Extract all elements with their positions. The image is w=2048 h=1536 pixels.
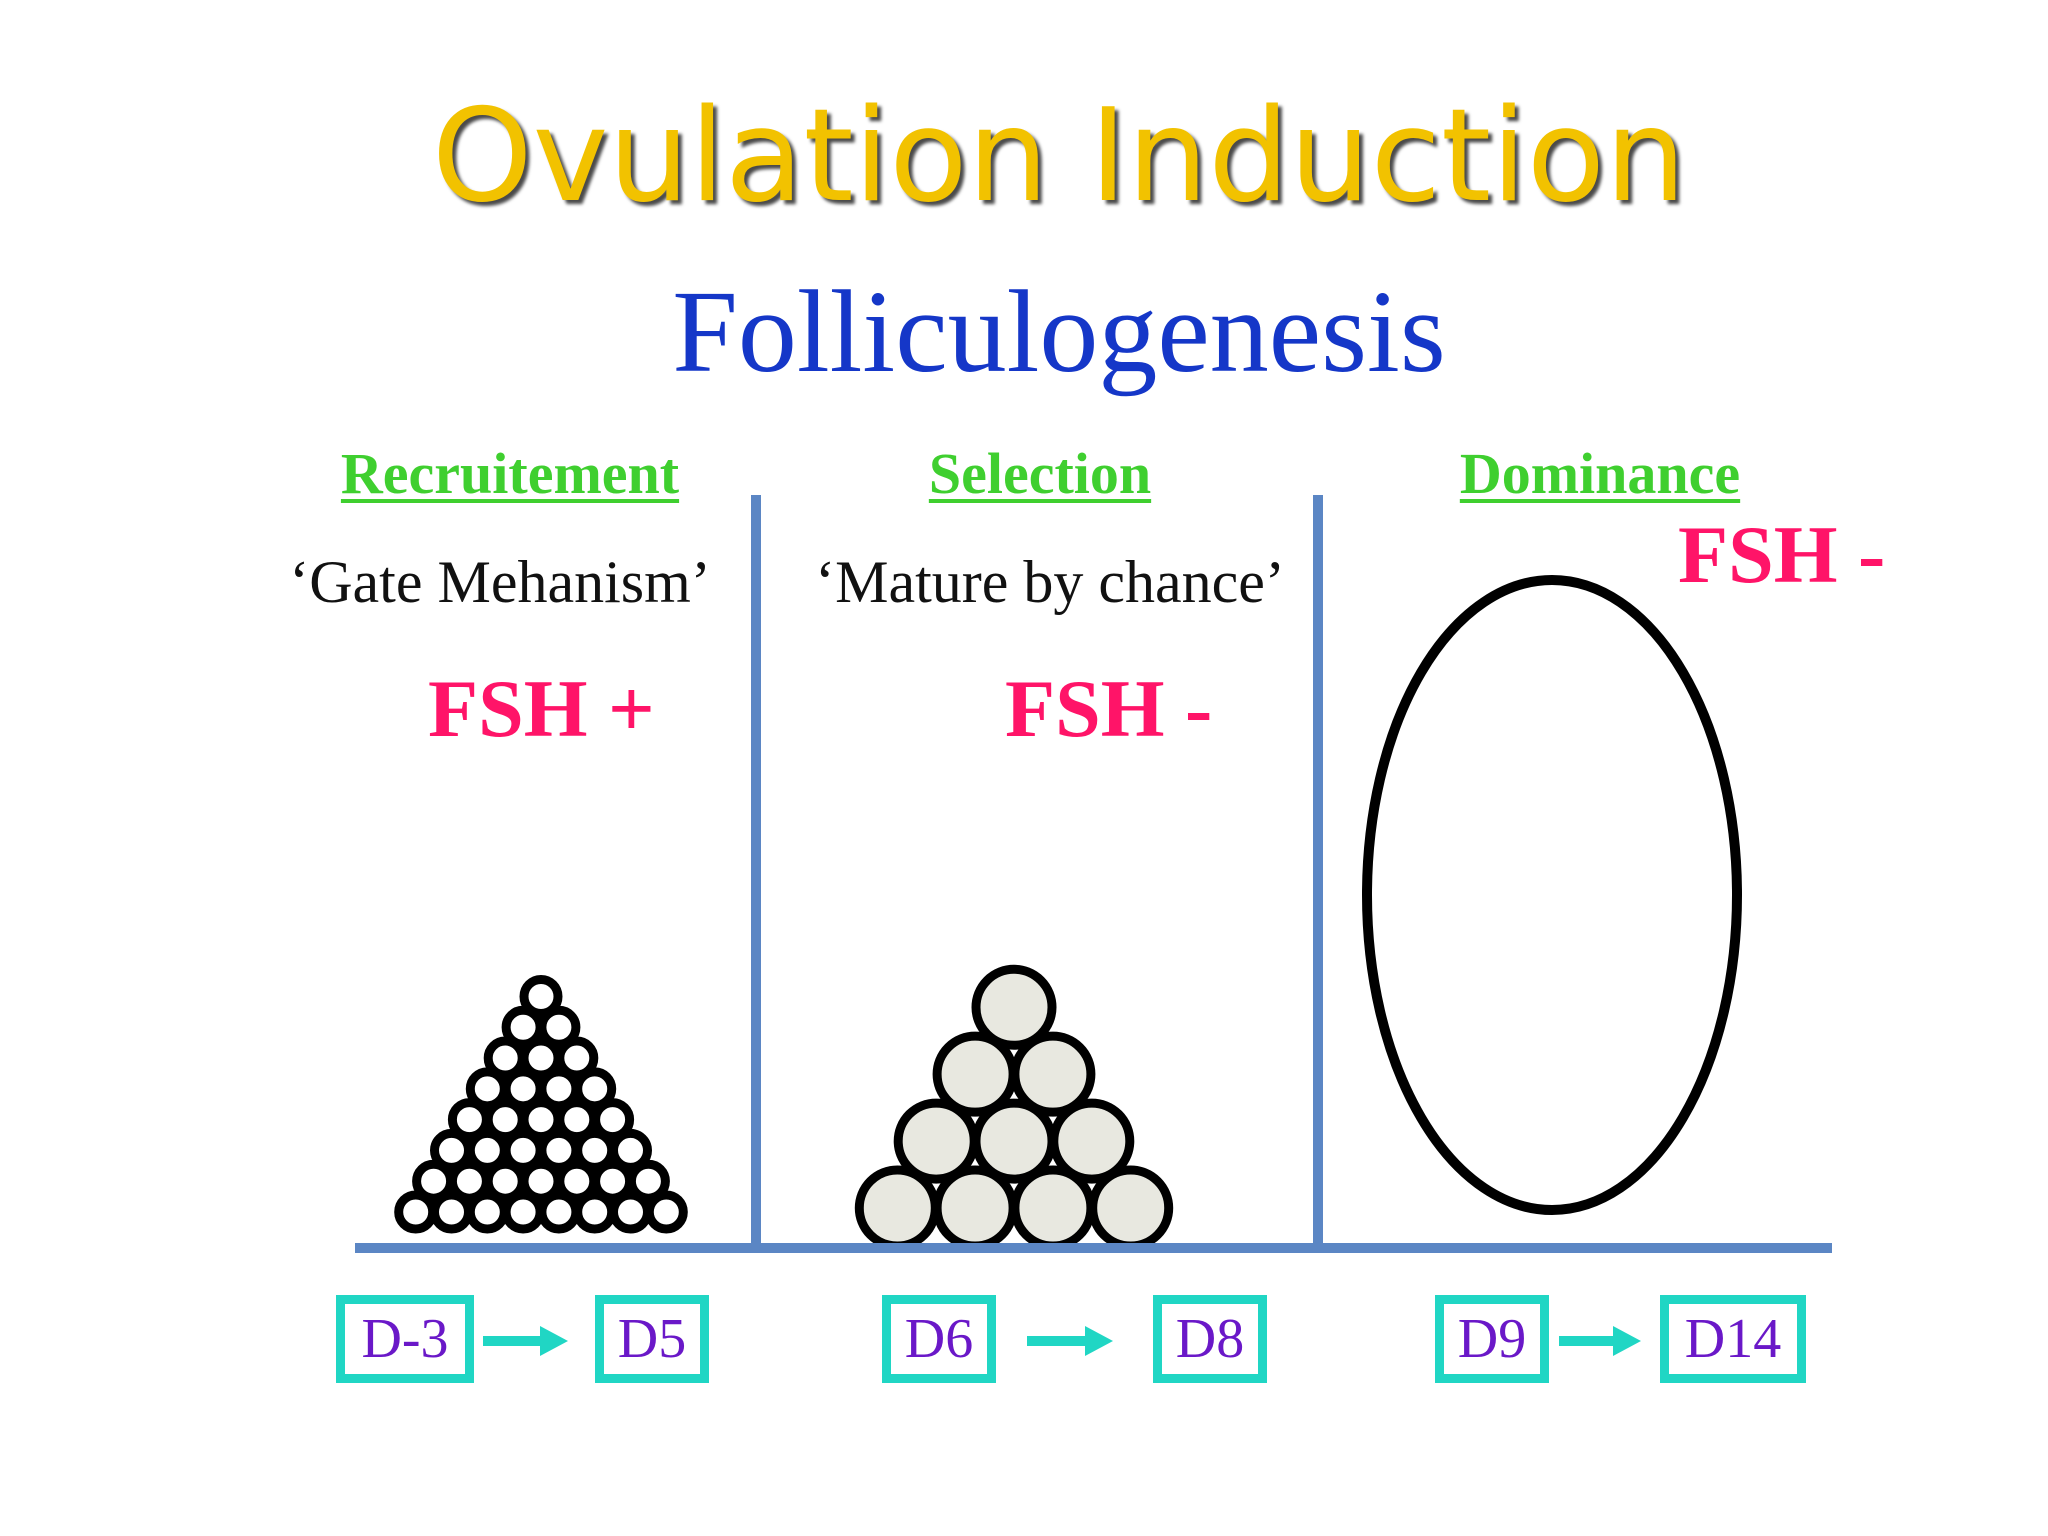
dominant-follicle <box>1362 575 1742 1215</box>
small-follicle <box>519 974 563 1018</box>
day-box-selection-start: D6 <box>882 1295 996 1383</box>
selected-follicle <box>1010 1031 1096 1117</box>
small-follicle <box>644 1190 688 1234</box>
arrow-selection <box>1027 1326 1113 1356</box>
selection-quote: ‘Mature by chance’ <box>815 549 1285 615</box>
selection-follicle-pyramid <box>854 964 1174 1251</box>
day-box-dominance-start: D9 <box>1435 1295 1549 1383</box>
small-follicle <box>609 1128 652 1172</box>
dominance-fsh-label: FSH - <box>1678 509 1886 600</box>
day-box-recruitement-end: D5 <box>595 1295 709 1383</box>
phase-dominance-heading: Dominance <box>1459 441 1741 506</box>
small-follicle <box>555 1036 599 1080</box>
slide-subtitle: Folliculogenesis <box>672 266 1446 397</box>
recruitement-quote: ‘Gate Mehanism’ <box>289 549 711 615</box>
slide-title: Ovulation Induction <box>431 82 1687 231</box>
recruitement-fsh-label: FSH + <box>428 663 655 754</box>
selected-follicle <box>971 964 1057 1050</box>
arrow-recruitement <box>483 1326 568 1356</box>
small-follicle <box>626 1159 670 1203</box>
phase-selection-heading: Selection <box>928 441 1152 506</box>
selection-fsh-label: FSH - <box>1005 663 1213 754</box>
day-box-recruitement-start: D-3 <box>336 1295 474 1383</box>
selected-follicle <box>1049 1098 1135 1184</box>
small-follicle <box>573 1067 617 1111</box>
small-follicle <box>591 1098 635 1142</box>
phase-recruitement-heading: Recruitement <box>340 441 680 506</box>
small-follicle <box>537 1005 581 1049</box>
day-box-dominance-end: D14 <box>1660 1295 1806 1383</box>
arrow-dominance <box>1559 1326 1641 1356</box>
recruitement-follicle-pyramid <box>394 974 688 1234</box>
day-box-selection-end: D8 <box>1153 1295 1267 1383</box>
